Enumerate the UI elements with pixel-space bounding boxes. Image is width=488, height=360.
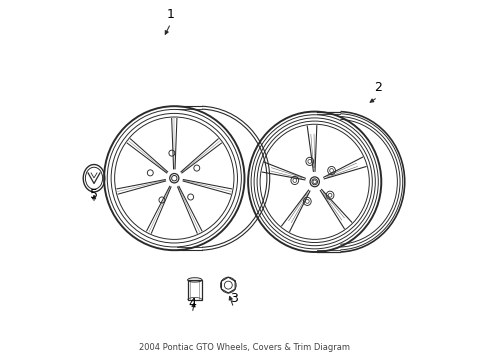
Text: 1: 1 (166, 8, 174, 21)
Text: 2: 2 (373, 81, 381, 94)
Bar (187, 280, 202, 300)
Text: 3: 3 (229, 292, 237, 305)
Text: 5: 5 (90, 188, 98, 201)
Text: 4: 4 (188, 297, 196, 310)
Text: 2004 Pontiac GTO Wheels, Covers & Trim Diagram: 2004 Pontiac GTO Wheels, Covers & Trim D… (139, 343, 349, 352)
